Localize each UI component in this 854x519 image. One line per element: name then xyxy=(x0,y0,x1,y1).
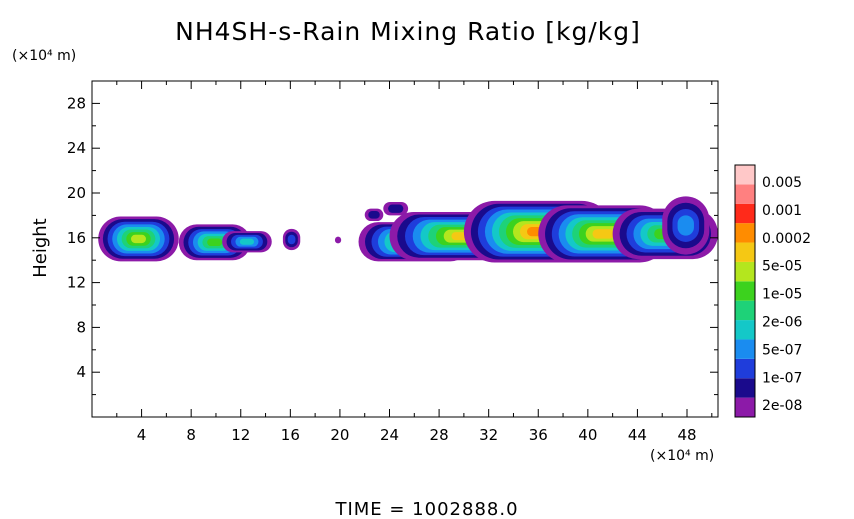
y-tick-label: 24 xyxy=(67,139,86,157)
colorbar: 0.005 0.001 0.0002 5e-05 1e-05 2e-06 5e-07 1e-0… xyxy=(734,164,811,418)
contour-cell xyxy=(677,215,694,236)
x-tick-label: 16 xyxy=(281,426,300,444)
colorbar-swatch xyxy=(735,281,755,301)
x-tick-label: 12 xyxy=(231,426,250,444)
x-tick-label: 20 xyxy=(330,426,349,444)
y-tick-label: 4 xyxy=(76,363,86,381)
colorbar-swatch xyxy=(735,339,755,359)
colorbar-swatch xyxy=(735,320,755,340)
colorbar-frame xyxy=(734,164,756,418)
colorbar-swatch xyxy=(735,223,755,243)
contour-cell xyxy=(368,211,380,219)
x-scale-label: (×10⁴ m) xyxy=(650,448,714,464)
x-tick-label: 4 xyxy=(137,426,147,444)
colorbar-label: 2e-08 xyxy=(762,398,802,414)
contour-cell xyxy=(130,234,146,244)
x-tick-label: 40 xyxy=(578,426,597,444)
plot-frame xyxy=(91,80,719,418)
mixing-ratio-field xyxy=(98,196,718,263)
colorbar-swatch xyxy=(735,300,755,321)
contour-cell xyxy=(207,238,223,247)
colorbar-swatch xyxy=(735,184,755,204)
y-tick-label: 8 xyxy=(76,318,86,336)
colorbar-label: 5e-07 xyxy=(762,342,802,358)
colorbar-swatch xyxy=(735,397,755,417)
contour-cell xyxy=(334,236,342,244)
y-scale-label: (×10⁴ m) xyxy=(12,48,76,64)
x-tick-label: 32 xyxy=(479,426,498,444)
colorbar-label: 0.0002 xyxy=(762,231,811,247)
colorbar-swatch xyxy=(735,242,755,262)
x-tick-label: 28 xyxy=(430,426,449,444)
colorbar-label: 5e-05 xyxy=(762,259,802,275)
time-label: TIME = 1002888.0 xyxy=(334,499,518,519)
chart-title: NH4SH-s-Rain Mixing Ratio [kg/kg] xyxy=(175,17,641,46)
y-tick-label: 28 xyxy=(67,94,86,112)
contour-cell xyxy=(592,229,615,239)
colorbar-swatch xyxy=(735,165,755,185)
colorbar-label: 1e-05 xyxy=(762,287,802,303)
colorbar-label: 2e-06 xyxy=(762,315,802,331)
x-tick-label: 36 xyxy=(529,426,548,444)
colorbar-label: 0.001 xyxy=(762,203,802,219)
colorbar-swatch xyxy=(735,378,755,398)
x-tick-label: 8 xyxy=(186,426,196,444)
y-axis-label: Height xyxy=(30,218,51,278)
colorbar-swatch xyxy=(735,358,755,379)
y-tick-label: 16 xyxy=(67,229,86,247)
y-tick-label: 12 xyxy=(67,274,86,292)
colorbar-label: 0.005 xyxy=(762,175,802,191)
colorbar-swatch xyxy=(735,203,755,224)
y-tick-label: 20 xyxy=(67,184,86,202)
contour-cell xyxy=(239,238,255,245)
colorbar-swatch xyxy=(735,261,755,282)
x-tick-label: 48 xyxy=(677,426,696,444)
colorbar-label: 1e-07 xyxy=(762,370,802,386)
x-tick-label: 44 xyxy=(628,426,647,444)
contour-cell xyxy=(287,234,296,245)
contour-cell xyxy=(388,204,404,213)
x-tick-label: 24 xyxy=(380,426,399,444)
